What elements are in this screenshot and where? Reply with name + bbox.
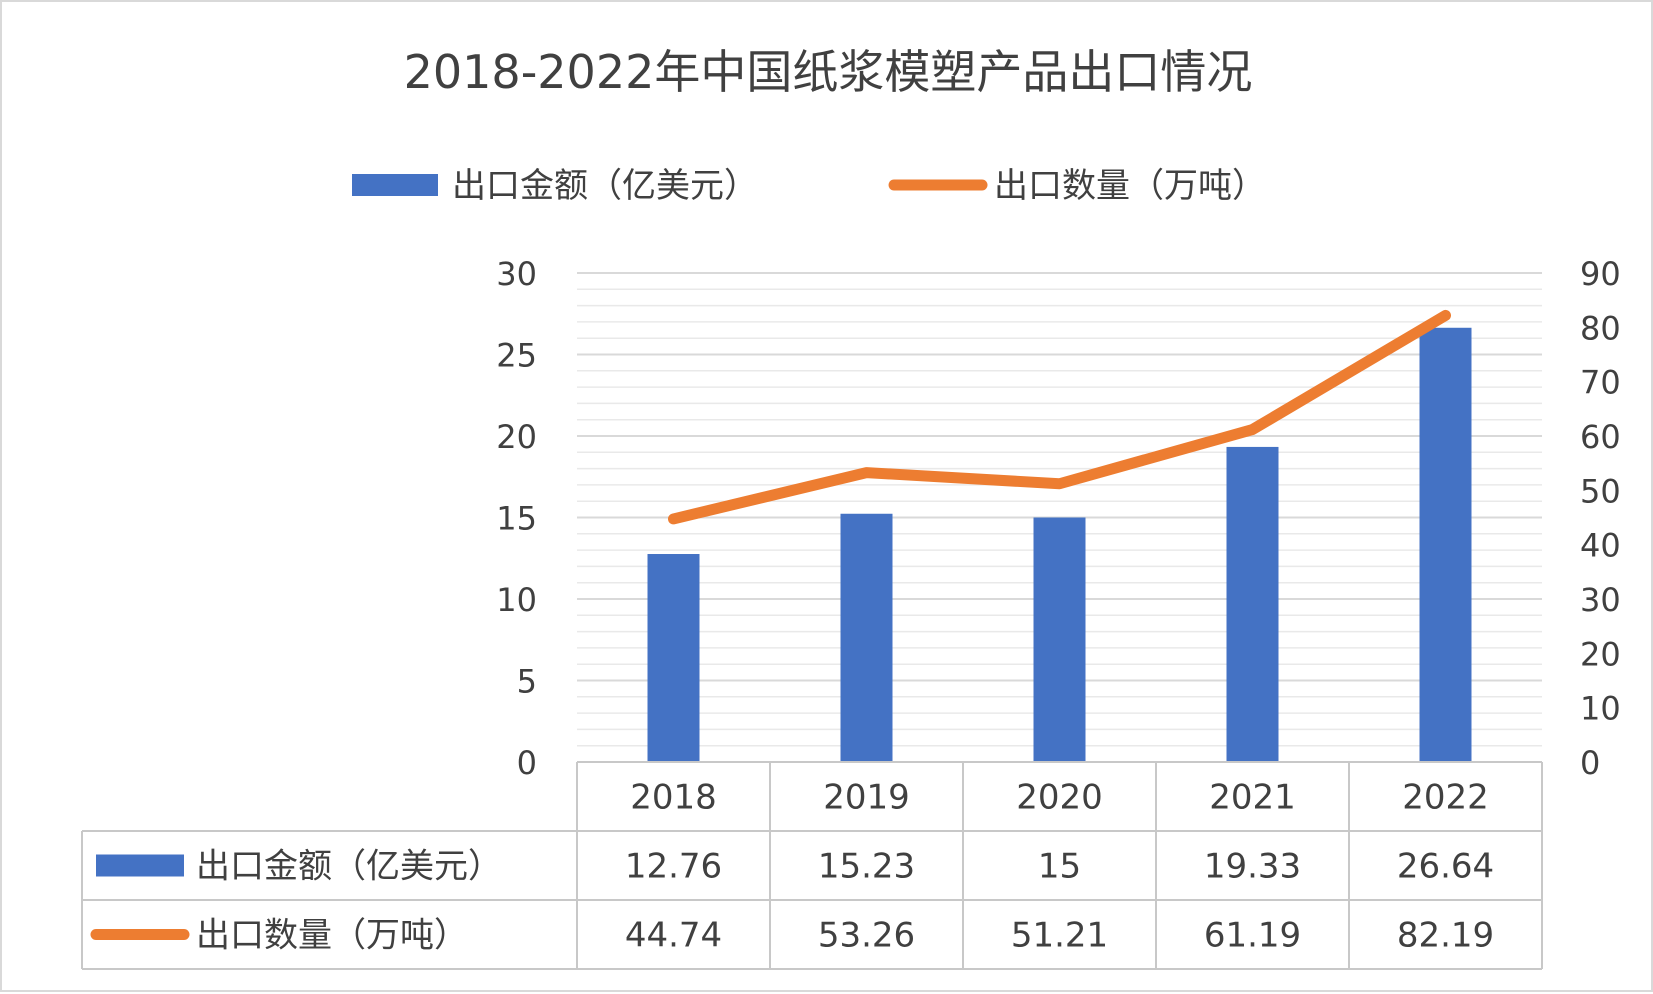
right-axis-tick-label: 50 — [1580, 472, 1621, 510]
right-axis-tick-label: 30 — [1580, 581, 1621, 619]
left-axis-tick-label: 10 — [496, 581, 537, 619]
line-point — [673, 518, 674, 520]
x-axis-category-label: 2019 — [823, 778, 910, 818]
legend: 出口金额（亿美元） 出口数量（万吨） — [352, 166, 1266, 206]
x-axis-category-label: 2020 — [1016, 778, 1103, 818]
left-axis-tick-label: 5 — [517, 663, 537, 701]
x-axis-category-label: 2021 — [1209, 778, 1296, 818]
table-cell-amount: 26.64 — [1397, 847, 1494, 887]
table-cell-quantity: 82.19 — [1397, 916, 1494, 956]
right-axis: 0 10 20 30 40 50 60 70 80 90 — [1580, 255, 1621, 782]
left-axis-tick-label: 20 — [496, 418, 537, 456]
table-row-label-amount: 出口金额（亿美元） — [196, 847, 502, 887]
legend-swatch-amount — [352, 174, 438, 196]
left-axis: 0 5 10 15 20 25 30 — [496, 255, 537, 782]
left-axis-tick-label: 30 — [496, 255, 537, 293]
table-legend-swatch-amount — [96, 854, 184, 877]
table-cell-amount: 15 — [1038, 847, 1081, 887]
bar — [840, 513, 893, 762]
table-cell-amount: 12.76 — [625, 847, 722, 887]
line-point — [1059, 483, 1060, 485]
table-cell-quantity: 53.26 — [818, 916, 915, 956]
right-axis-tick-label: 10 — [1580, 690, 1621, 728]
right-axis-tick-label: 0 — [1580, 744, 1600, 782]
left-axis-tick-label: 15 — [496, 500, 537, 538]
legend-label-amount: 出口金额（亿美元） — [452, 166, 758, 206]
table-cell-quantity: 51.21 — [1011, 916, 1108, 956]
legend-label-quantity: 出口数量（万吨） — [994, 166, 1266, 206]
table-cell-amount: 19.33 — [1204, 847, 1301, 887]
right-axis-tick-label: 20 — [1580, 635, 1621, 673]
table-cell-amount: 15.23 — [818, 847, 915, 887]
x-axis-category-label: 2018 — [630, 778, 717, 818]
right-axis-tick-label: 70 — [1580, 364, 1621, 402]
table-cell-quantity: 44.74 — [625, 916, 722, 956]
data-table: 2018 2019 2020 2021 2022 出口金额（亿美元） 12.76 15.23 1… — [81, 761, 1543, 970]
right-axis-tick-label: 90 — [1580, 255, 1621, 293]
right-axis-tick-label: 40 — [1580, 527, 1621, 565]
series-line — [668, 309, 1451, 525]
right-axis-tick-label: 60 — [1580, 418, 1621, 456]
bar — [647, 554, 700, 762]
bar — [1226, 446, 1279, 762]
left-axis-tick-label: 0 — [517, 744, 537, 782]
bar — [1419, 327, 1472, 762]
line-point — [866, 472, 867, 474]
table-cell-quantity: 61.19 — [1204, 916, 1301, 956]
left-axis-tick-label: 25 — [496, 337, 537, 375]
line-point — [1445, 314, 1446, 316]
bar — [1033, 517, 1086, 762]
table-row-label-quantity: 出口数量（万吨） — [196, 916, 468, 956]
right-axis-tick-label: 80 — [1580, 309, 1621, 347]
line-series-quantity — [668, 309, 1451, 525]
chart-title: 2018-2022年中国纸浆模塑产品出口情况 — [404, 45, 1253, 99]
bar-series-amount — [647, 327, 1472, 762]
x-axis-category-label: 2022 — [1402, 778, 1489, 818]
line-point — [1252, 429, 1253, 431]
